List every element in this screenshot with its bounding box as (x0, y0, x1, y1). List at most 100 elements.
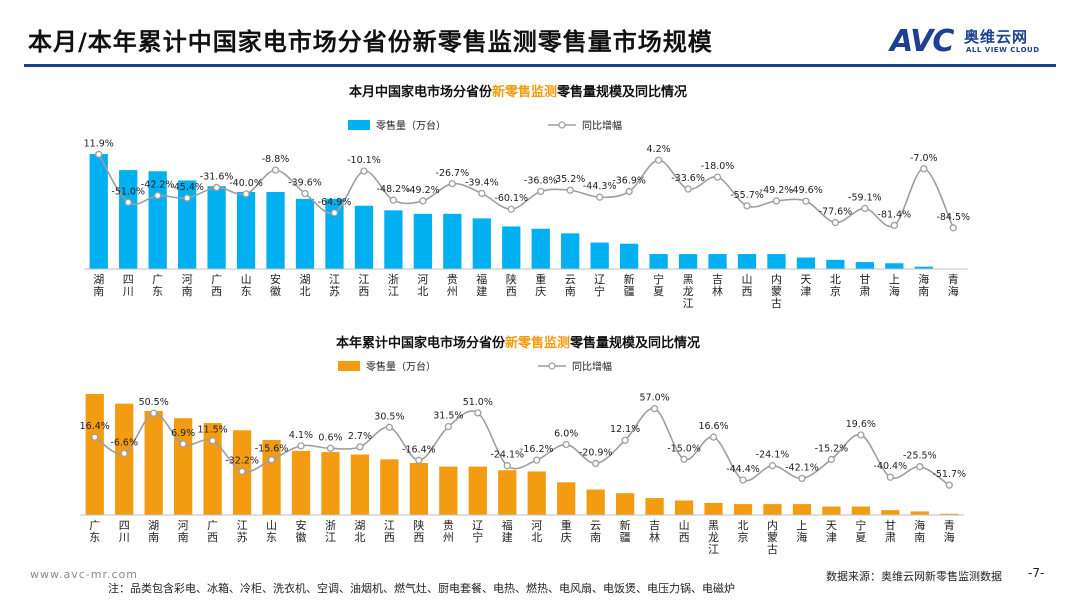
growth-label-江苏: -32.2% (225, 455, 259, 466)
bar-甘肃 (881, 510, 900, 515)
category-label-广东: 广东 (152, 273, 163, 298)
growth-point-辽宁 (596, 193, 604, 201)
category-label-海南: 海南 (914, 518, 925, 544)
category-label-上海: 上海 (796, 519, 807, 544)
growth-label-黑龙江: -33.6% (671, 173, 705, 184)
growth-point-贵州 (448, 180, 456, 188)
chart-title: 本月中国家电市场分省份新零售监测零售量规模及同比情况 (349, 84, 687, 100)
legend-bar-label: 零售量（万台） (366, 360, 436, 373)
bar-贵州 (439, 466, 458, 515)
page-title: 本月/本年累计中国家电市场分省份新零售监测零售量市场规模 (28, 28, 713, 56)
growth-point-陕西 (507, 205, 515, 213)
growth-point-吉林 (650, 405, 659, 413)
category-label-福建: 福建 (476, 272, 487, 298)
growth-point-甘肃 (861, 204, 869, 213)
category-label-天津: 天津 (826, 519, 837, 544)
growth-point-江苏 (330, 209, 339, 217)
growth-label-重庆: 6.0% (554, 429, 578, 440)
bar-甘肃 (855, 262, 875, 269)
growth-label-辽宁: 51.0% (463, 397, 493, 408)
bar-上海 (792, 504, 812, 515)
category-label-辽宁: 辽宁 (594, 273, 605, 298)
growth-point-浙江 (389, 196, 398, 204)
legend-bar-swatch (338, 361, 360, 371)
bar-河北 (527, 471, 546, 515)
legend-line-marker (548, 362, 556, 370)
category-label-北京: 北京 (738, 519, 749, 544)
growth-point-江苏 (238, 467, 246, 476)
bar-安徽 (291, 450, 311, 515)
growth-label-甘肃: -40.4% (874, 461, 908, 472)
growth-point-重庆 (562, 440, 570, 449)
category-label-江西: 江西 (384, 519, 395, 544)
growth-label-青海: -51.7% (932, 469, 966, 480)
growth-point-重庆 (537, 187, 545, 196)
bar-重庆 (531, 228, 550, 269)
growth-label-云南: 35.2% (555, 174, 585, 185)
category-label-云南: 云南 (565, 273, 576, 298)
bar-四川 (119, 170, 138, 269)
category-label-陕西: 陕西 (506, 272, 517, 298)
growth-point-湖北 (356, 443, 364, 451)
category-label-北京: 北京 (830, 273, 841, 298)
growth-point-山西 (680, 455, 688, 463)
growth-point-云南 (566, 186, 574, 194)
legend-line-label: 同比增幅 (582, 119, 622, 132)
bar-浙江 (384, 210, 403, 269)
bar-北京 (733, 504, 753, 515)
category-label-吉林: 吉林 (649, 519, 660, 544)
bar-天津 (822, 506, 841, 515)
chart-title-highlight: 新零售监测 (492, 84, 557, 100)
category-label-山东: 山东 (241, 273, 252, 298)
growth-point-山西 (743, 202, 751, 210)
bar-湖南 (144, 410, 163, 515)
growth-label-山西: -15.0% (667, 443, 701, 454)
growth-point-河北 (533, 456, 541, 464)
growth-point-北京 (831, 218, 840, 227)
growth-label-贵州: 31.5% (433, 411, 463, 422)
growth-point-上海 (798, 474, 806, 483)
category-label-上海: 上海 (889, 273, 900, 298)
growth-point-内蒙古 (768, 462, 777, 470)
bar-宁夏 (649, 254, 668, 269)
bar-陕西 (409, 462, 429, 515)
category-label-广西: 广西 (207, 519, 218, 544)
growth-label-上海: -81.4% (878, 209, 912, 220)
growth-point-安徽 (271, 166, 280, 174)
category-label-吉林: 吉林 (712, 273, 723, 298)
chart-title-suffix: 零售量规模及同比情况 (556, 84, 687, 100)
growth-point-福建 (503, 462, 511, 470)
bar-天津 (796, 257, 816, 269)
category-label-河南: 河南 (182, 273, 193, 298)
growth-label-宁夏: 19.6% (846, 419, 876, 430)
growth-label-湖南: 50.5% (139, 397, 169, 408)
legend-line-label: 同比增幅 (572, 360, 612, 373)
bar-山西 (674, 500, 694, 515)
bar-辽宁 (468, 466, 487, 515)
growth-label-江西: 30.5% (374, 411, 404, 422)
growth-point-新疆 (625, 187, 633, 196)
category-label-福建: 福建 (502, 518, 513, 544)
growth-point-吉林 (713, 173, 722, 181)
growth-label-陕西: -16.4% (402, 444, 436, 455)
growth-label-广东: -42.2% (141, 180, 175, 191)
growth-point-陕西 (415, 456, 423, 464)
bar-四川 (115, 403, 134, 515)
chart-title-highlight: 新零售监测 (505, 335, 570, 351)
category-label-云南: 云南 (590, 519, 601, 544)
growth-point-新疆 (621, 436, 629, 444)
growth-point-山东 (242, 190, 250, 198)
bar-云南 (586, 489, 605, 515)
bar-福建 (498, 470, 517, 515)
bar-山东 (236, 191, 256, 269)
growth-point-天津 (802, 197, 810, 205)
bar-安徽 (266, 191, 285, 269)
bar-广西 (207, 186, 226, 269)
growth-label-海南: -7.0% (910, 153, 938, 164)
bar-吉林 (708, 254, 727, 269)
growth-label-湖北: 2.7% (348, 431, 372, 442)
growth-label-青海: -84.5% (936, 212, 970, 223)
category-label-安徽: 安徽 (270, 272, 281, 298)
bar-内蒙古 (767, 254, 786, 269)
